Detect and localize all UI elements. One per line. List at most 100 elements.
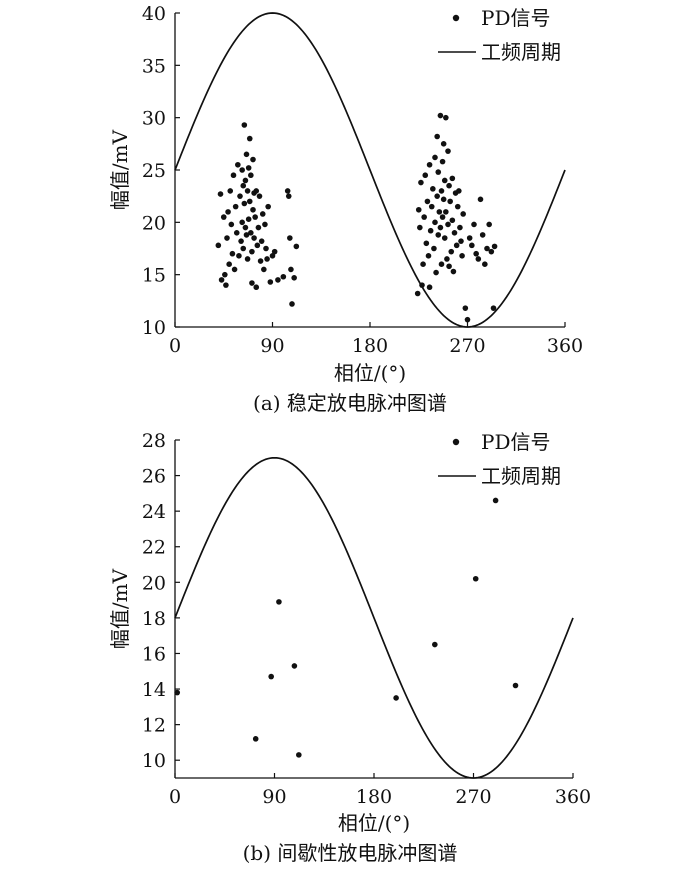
pd-signal-point — [250, 206, 256, 213]
y-axis-title: 幅值/mV — [108, 129, 132, 210]
y-tick-label: 10 — [142, 317, 166, 339]
pd-signal-point — [426, 284, 433, 291]
pd-signal-point — [267, 279, 274, 285]
pd-signal-point — [447, 198, 453, 205]
legend-marker-pd — [452, 14, 460, 22]
pd-signal-point — [289, 301, 295, 307]
legend-label-pd: PD信号 — [481, 6, 551, 30]
pd-signal-point — [454, 203, 461, 210]
pd-signal-point — [287, 235, 293, 241]
pd-signal-point — [242, 224, 249, 231]
pd-signal-point — [464, 316, 471, 323]
y-tick-label: 26 — [142, 466, 166, 488]
pd-signal-point — [432, 154, 438, 161]
x-tick-label: 0 — [169, 786, 181, 808]
y-tick-label: 28 — [142, 430, 166, 452]
pd-signal-point — [456, 188, 462, 194]
pd-signal-point — [240, 245, 247, 252]
pd-signal-point — [451, 230, 458, 236]
y-tick-label: 18 — [142, 608, 166, 630]
pd-signal-point — [441, 235, 448, 241]
pd-signal-point — [231, 266, 238, 273]
x-tick-label: 180 — [356, 786, 392, 808]
y-tick-label: 20 — [142, 212, 166, 234]
pd-signal-point — [414, 290, 421, 297]
pd-signal-point — [424, 198, 431, 205]
pd-signal-point — [477, 196, 484, 203]
pd-signal-point — [449, 217, 456, 224]
pd-signal-point — [276, 599, 282, 605]
pd-signal-point — [255, 224, 262, 231]
pd-signal-point — [473, 250, 479, 257]
pd-signal-point — [433, 269, 439, 276]
y-tick-label: 20 — [142, 572, 166, 594]
x-axis-title: 相位/(°) — [338, 811, 410, 835]
pd-signal-point — [439, 214, 446, 220]
y-tick-label: 10 — [142, 750, 166, 772]
pd-signal-point — [479, 232, 486, 238]
pd-signal-point — [254, 242, 261, 249]
pd-signal-point — [440, 196, 447, 203]
pd-signal-point — [246, 135, 253, 142]
curve-layer — [174, 12, 566, 328]
pd-signal-point — [419, 282, 425, 288]
pd-signal-point — [512, 682, 519, 689]
y-tick-label: 15 — [142, 265, 166, 287]
pd-signal-point — [269, 253, 276, 259]
curve-layer — [174, 456, 574, 779]
pd-signal-point — [425, 253, 432, 259]
pd-signal-point — [249, 280, 255, 286]
pd-signal-point — [466, 235, 473, 241]
y-tick-label: 12 — [142, 715, 166, 737]
pd-signal-point — [459, 253, 465, 259]
y-axis-ticks: 10 12 14 16 18 20 22 24 26 28 — [142, 430, 180, 772]
pd-signal-point — [296, 752, 302, 758]
pd-signal-point — [256, 193, 263, 199]
y-tick-label: 30 — [142, 108, 166, 130]
x-axis-title: 相位/(°) — [334, 361, 406, 385]
pd-signal-point — [393, 695, 399, 701]
pd-signal-point — [443, 209, 449, 215]
pd-signal-point — [238, 238, 244, 244]
pd-signal-point — [471, 221, 477, 228]
pd-signal-point — [249, 248, 255, 255]
pd-signal-point — [228, 221, 235, 228]
pd-signal-point — [443, 114, 449, 121]
pd-signal-point — [435, 232, 442, 238]
pd-signal-point — [220, 214, 227, 220]
pd-signal-point — [174, 689, 181, 696]
pd-signal-point — [258, 238, 265, 244]
pd-signal-point — [227, 188, 234, 194]
pd-signal-point — [248, 230, 254, 236]
y-tick-label: 22 — [142, 537, 166, 559]
pd-signal-point — [458, 238, 464, 244]
plot-frame — [174, 440, 573, 779]
pd-signal-point — [415, 206, 422, 213]
pd-signal-point — [438, 261, 445, 268]
pd-signal-point — [239, 167, 245, 173]
pd-signal-point — [423, 240, 430, 247]
pd-signal-point — [230, 172, 237, 179]
legend-label-pd: PD信号 — [481, 430, 551, 454]
x-tick-label: 270 — [449, 335, 485, 357]
y-tick-label: 25 — [142, 160, 166, 182]
legend: PD信号 工频周期 — [438, 6, 561, 64]
x-tick-label: 0 — [169, 335, 181, 357]
y-tick-label: 16 — [142, 643, 166, 665]
pd-signal-point — [417, 224, 423, 231]
pd-signal-point — [252, 736, 259, 742]
pd-signal-point — [252, 214, 258, 220]
pd-signal-point — [453, 242, 460, 249]
pd-signal-point — [291, 275, 297, 281]
chart-panel-b: 0 90 180 270 360 10 12 14 16 18 20 22 24 26 28 相位/(°)… — [108, 430, 591, 865]
pd-signal-point — [293, 243, 300, 250]
pd-signal-point — [439, 158, 446, 165]
y-tick-label: 14 — [142, 679, 166, 701]
pd-signal-point — [229, 250, 236, 257]
pd-signal-point — [432, 219, 438, 226]
y-axis-ticks: 10 15 20 25 30 35 40 — [142, 3, 180, 339]
pd-signal-point — [457, 224, 463, 231]
pd-signal-point — [432, 641, 438, 648]
x-tick-label: 90 — [260, 335, 284, 357]
pd-signal-point — [427, 227, 434, 234]
